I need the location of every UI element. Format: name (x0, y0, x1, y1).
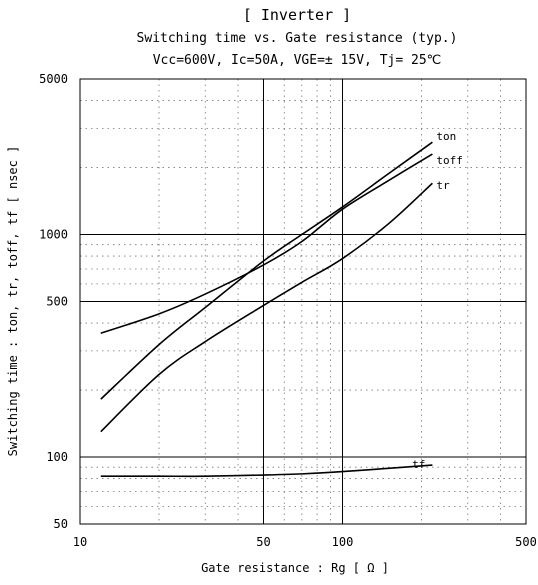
series-label-layer: ton toff tr tf (412, 130, 463, 471)
y-tick-label: 1000 (39, 228, 68, 242)
series-line-ton (100, 141, 433, 400)
y-tick-label: 50 (54, 517, 68, 531)
series-layer (100, 141, 433, 478)
chart-conditions: Vcc=600V, Ic=50A, VGE=± 15V, Tj= 25℃ (153, 53, 442, 68)
series-label-tf: tf (412, 458, 425, 471)
x-tick-label: 500 (515, 535, 537, 549)
grid-layer (80, 79, 526, 524)
x-tick-label: 50 (256, 535, 270, 549)
chart-title: [ Inverter ] (243, 6, 351, 24)
series-label-tr: tr (436, 179, 450, 192)
y-tick-label: 500 (46, 295, 68, 309)
series-label-toff: toff (436, 154, 463, 167)
series-line-tr (100, 182, 433, 433)
series-line-tf (100, 464, 433, 478)
y-axis-label: Switching time : ton, tr, toff, tf [ nse… (6, 146, 20, 457)
x-axis-label: Gate resistance : Rg [ Ω ] (201, 561, 389, 575)
series-line-toff (100, 153, 433, 334)
x-tick-layer: 10 50 100 500 (73, 535, 537, 549)
chart-subtitle: Switching time vs. Gate resistance (typ.… (137, 31, 458, 46)
y-tick-label: 5000 (39, 72, 68, 86)
x-tick-label: 10 (73, 535, 87, 549)
x-tick-label: 100 (332, 535, 354, 549)
y-tick-layer: 50 100 500 1000 5000 (39, 72, 68, 531)
y-tick-label: 100 (46, 450, 68, 464)
plot-frame (79, 78, 527, 525)
series-label-ton: ton (436, 130, 456, 143)
